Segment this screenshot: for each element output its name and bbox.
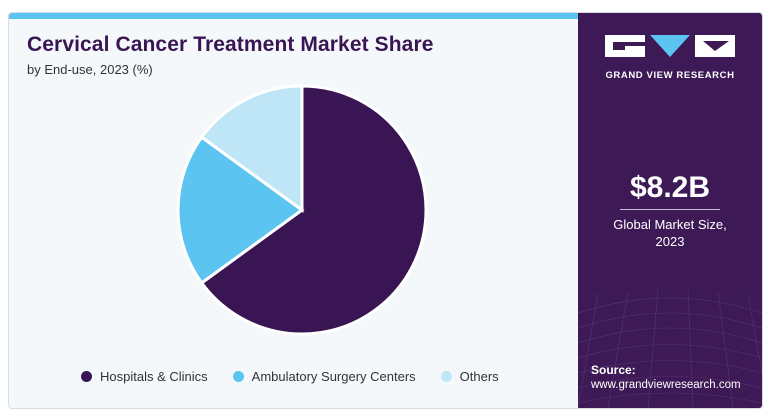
source-url: www.grandviewresearch.com [591,379,741,391]
pie-slice-others [199,84,304,213]
legend-swatch [81,371,92,382]
chart-panel: Cervical Cancer Treatment Market Share b… [9,13,578,408]
legend-label: Others [459,369,499,384]
legend-label: Ambulatory Surgery Centers [251,369,416,384]
market-size-year: 2023 [655,234,685,249]
legend-label: Hospitals & Clinics [100,369,208,384]
pie-chart [176,84,428,336]
brand-logo: GRAND VIEW RESEARCH [578,35,762,81]
market-size-caption: Global Market Size, [613,217,727,232]
legend-swatch [440,371,452,382]
legend-item-hospitals: Hospitals & Clinics [81,369,208,384]
market-size-value: $8.2B [629,171,711,204]
source-label: Source: [591,363,636,377]
chart-subtitle: by End-use, 2023 (%) [27,62,153,77]
legend-item-others: Others [440,369,499,384]
legend-item-ambulatory: Ambulatory Surgery Centers [232,369,416,384]
market-size-label: Global Market Size, 2023 [578,216,762,250]
chart-legend: Hospitals & Clinics Ambulatory Surgery C… [81,369,524,384]
chart-title: Cervical Cancer Treatment Market Share [27,33,434,56]
chart-card: Cervical Cancer Treatment Market Share b… [8,12,763,409]
accent-bar [9,13,578,19]
gvr-logo-icon [605,35,735,57]
legend-swatch [232,371,244,382]
pie-slice-hospitals [199,84,428,336]
mesh-background [578,288,762,408]
pie-slice-ambulatory [176,135,305,285]
brand-name: GRAND VIEW RESEARCH [605,70,735,81]
info-sidebar: GRAND VIEW RESEARCH $8.2B Global Market … [578,13,762,408]
divider [620,209,720,210]
